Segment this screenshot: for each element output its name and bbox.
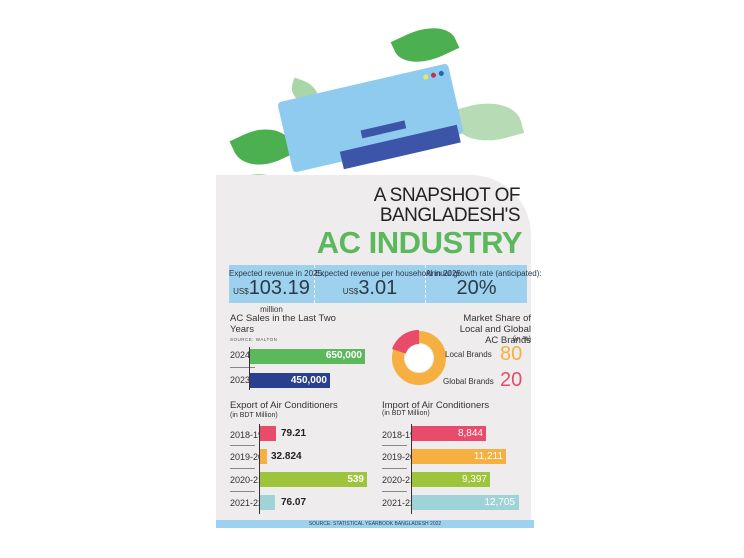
export-bar <box>260 472 367 487</box>
tick <box>230 367 255 368</box>
ac-unit-illustration <box>277 63 464 173</box>
leaf-decoration <box>450 94 525 150</box>
page-title: AC INDUSTRY <box>316 225 523 260</box>
leaf-decoration <box>390 16 460 74</box>
import-chart-title: Import of Air Conditioners <box>382 400 490 411</box>
export-bar <box>260 495 275 510</box>
footer-source: SOURCE: STATISTICAL YEARBOOK BANGLADESH … <box>216 520 534 528</box>
import-bar <box>412 449 506 464</box>
ac-light-blue <box>438 70 445 77</box>
tick <box>382 468 407 469</box>
stat-revenue: Expected revenue in 2025: US$103.19 mill… <box>229 265 324 314</box>
tick <box>230 491 255 492</box>
export-bar <box>260 426 276 441</box>
sales-label-2024: 2024 <box>230 350 251 360</box>
tick <box>230 445 255 446</box>
sales-bar-2023 <box>249 373 330 388</box>
axis <box>259 424 260 514</box>
market-share-title: Market Share of Local and Global AC Bran… <box>459 313 531 346</box>
tick <box>382 445 407 446</box>
export-chart-title: Export of Air Conditioners <box>230 400 338 411</box>
market-share-donut <box>381 318 449 386</box>
import-bar <box>412 495 519 510</box>
ac-vent <box>339 124 461 170</box>
axis <box>249 347 250 390</box>
stat-household: Expected revenue per household in 2025: … <box>315 265 463 303</box>
ac-display <box>360 120 407 139</box>
sales-bar-2024 <box>249 349 365 364</box>
title-line1: A SNAPSHOT OF <box>373 185 521 206</box>
sales-source: SOURCE: WALTON <box>230 337 278 342</box>
sales-chart-title: AC Sales in the Last Two Years <box>230 313 336 335</box>
ac-light-yellow <box>422 74 429 81</box>
stats-banner: Expected revenue in 2025: US$103.19 mill… <box>229 265 542 314</box>
axis <box>411 424 412 514</box>
export-bar <box>260 449 267 464</box>
legend-global: Global Brands <box>443 377 494 386</box>
legend-local: Local Brands <box>445 350 492 359</box>
ac-light-red <box>430 72 437 79</box>
import-bar <box>412 426 486 441</box>
stat-growth: Annual growth rate (anticipated): 20% <box>426 269 542 299</box>
tick <box>382 491 407 492</box>
import-bar <box>412 472 490 487</box>
sales-label-2023: 2023 <box>230 375 251 385</box>
tick <box>230 468 255 469</box>
title-line2: BANGLADESH'S <box>379 205 521 226</box>
